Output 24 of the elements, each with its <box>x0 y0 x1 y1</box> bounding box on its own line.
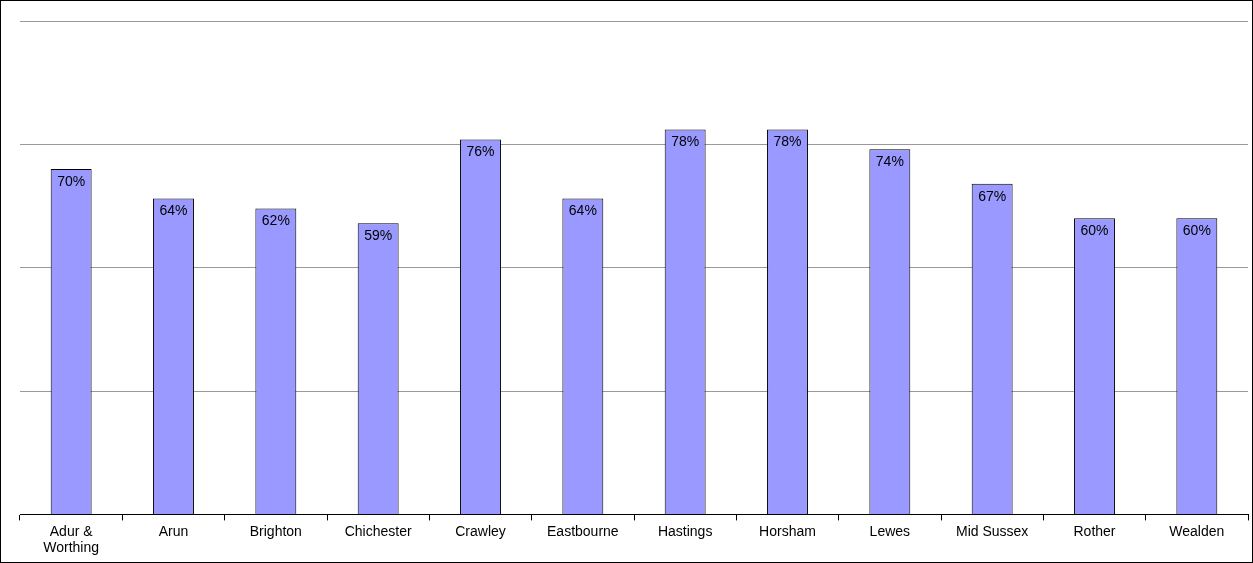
data-label: 78% <box>671 133 700 150</box>
data-label: 64% <box>568 202 597 219</box>
x-tick-label: Mid Sussex <box>955 522 1029 539</box>
data-label: 59% <box>364 227 393 244</box>
x-tick-label: Brighton <box>249 522 302 539</box>
x-tick-label: Lewes <box>869 522 911 539</box>
x-tick-label: Rother <box>1073 522 1116 539</box>
data-label: 78% <box>773 133 802 150</box>
data-label: 76% <box>466 143 495 160</box>
data-label: 70% <box>57 172 86 189</box>
x-tick-label: Crawley <box>455 522 506 539</box>
data-label: 62% <box>261 212 290 229</box>
x-tick-label: Chichester <box>344 522 412 539</box>
data-label: 67% <box>978 187 1007 204</box>
x-tick-label: Hastings <box>657 522 713 539</box>
data-label: 60% <box>1080 222 1109 239</box>
data-label: 60% <box>1182 222 1211 239</box>
x-tick-label: Adur & Worthing <box>43 522 100 556</box>
x-tick-label: Arun <box>158 522 189 539</box>
data-label: 64% <box>159 202 188 219</box>
data-label: 74% <box>875 153 904 170</box>
x-tick-label: Wealden <box>1169 522 1225 539</box>
x-tick-label: Horsham <box>759 522 816 539</box>
x-tick-label: Eastbourne <box>547 522 619 539</box>
